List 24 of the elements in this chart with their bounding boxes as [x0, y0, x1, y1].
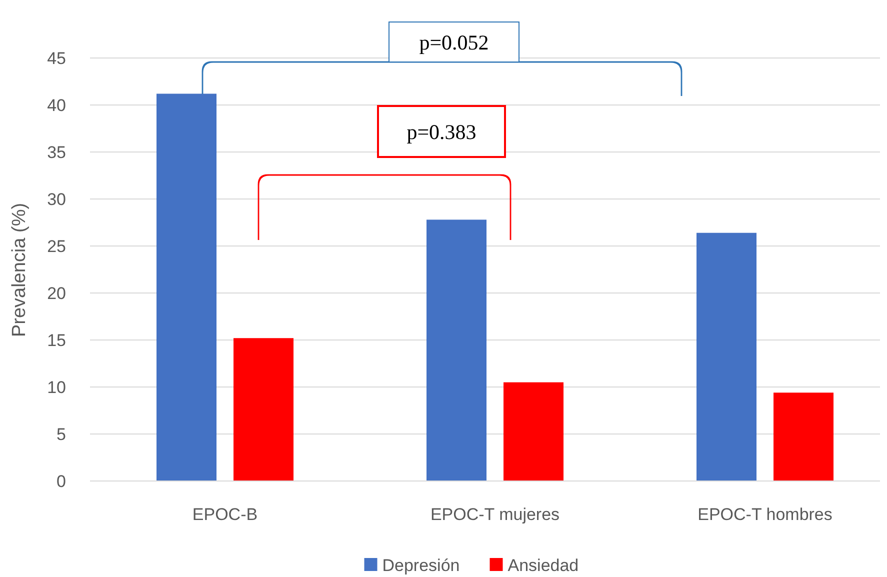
- bar: [234, 338, 294, 481]
- x-tick-label: EPOC-B: [192, 505, 258, 524]
- y-tick-label: 0: [56, 472, 66, 491]
- x-tick-label: EPOC-T hombres: [698, 505, 832, 524]
- bar: [774, 392, 834, 481]
- y-tick-label: 40: [47, 96, 66, 115]
- y-tick-label: 45: [47, 48, 66, 68]
- bar: [426, 220, 486, 481]
- y-tick-label: 10: [47, 378, 66, 397]
- text: p=0.052: [419, 30, 489, 54]
- y-axis-title: Prevalencia (%): [9, 202, 30, 338]
- annotation: p=0.383: [406, 120, 476, 144]
- y-tick-label: 20: [47, 284, 66, 303]
- bar: [696, 232, 756, 481]
- legend-label: Ansiedad: [508, 556, 579, 575]
- y-tick-label: 5: [56, 424, 66, 444]
- legend-label: Depresión: [382, 556, 460, 575]
- bar: [156, 94, 216, 481]
- y-tick-label: 25: [47, 236, 66, 256]
- bar: [504, 382, 564, 481]
- x-tick-label: EPOC-T mujeres: [430, 505, 560, 524]
- y-tick-label: 35: [47, 142, 66, 162]
- y-tick-label: 30: [47, 190, 66, 209]
- y-tick-label: 15: [47, 330, 66, 350]
